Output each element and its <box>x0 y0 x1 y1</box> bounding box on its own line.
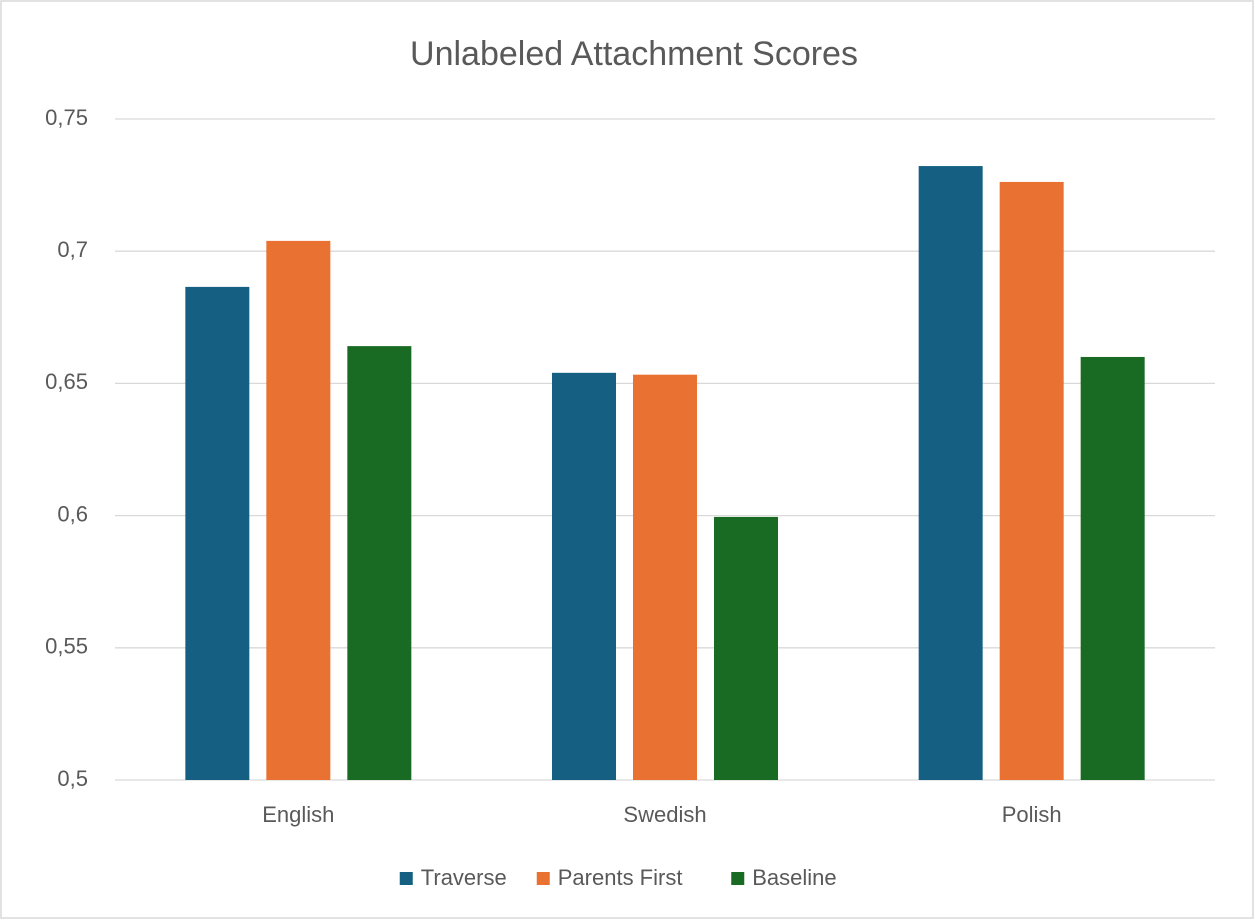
y-tick-label: 0,65 <box>45 369 88 394</box>
bar <box>633 374 697 780</box>
chart-title: Unlabeled Attachment Scores <box>410 35 858 73</box>
bar <box>347 346 412 780</box>
x-tick-label: English <box>262 802 334 827</box>
x-tick-label: Swedish <box>623 802 706 827</box>
bar <box>185 286 250 780</box>
legend-label: Traverse <box>421 865 507 890</box>
bar <box>552 372 616 780</box>
legend-swatch <box>536 872 550 885</box>
bar <box>714 516 778 780</box>
bar <box>1080 356 1145 780</box>
y-tick-label: 0,7 <box>57 237 88 262</box>
legend-label: Parents First <box>558 865 683 890</box>
x-tick-label: Polish <box>1002 802 1062 827</box>
y-tick-label: 0,6 <box>57 501 88 526</box>
y-tick-label: 0,55 <box>45 634 88 659</box>
legend-swatch <box>399 872 413 885</box>
legend-label: Baseline <box>752 865 836 890</box>
y-tick-label: 0,5 <box>57 766 88 791</box>
bar <box>266 240 331 780</box>
legend-swatch <box>731 872 745 885</box>
bar <box>999 181 1064 781</box>
bar <box>918 166 983 780</box>
y-tick-label: 0,75 <box>45 105 88 130</box>
